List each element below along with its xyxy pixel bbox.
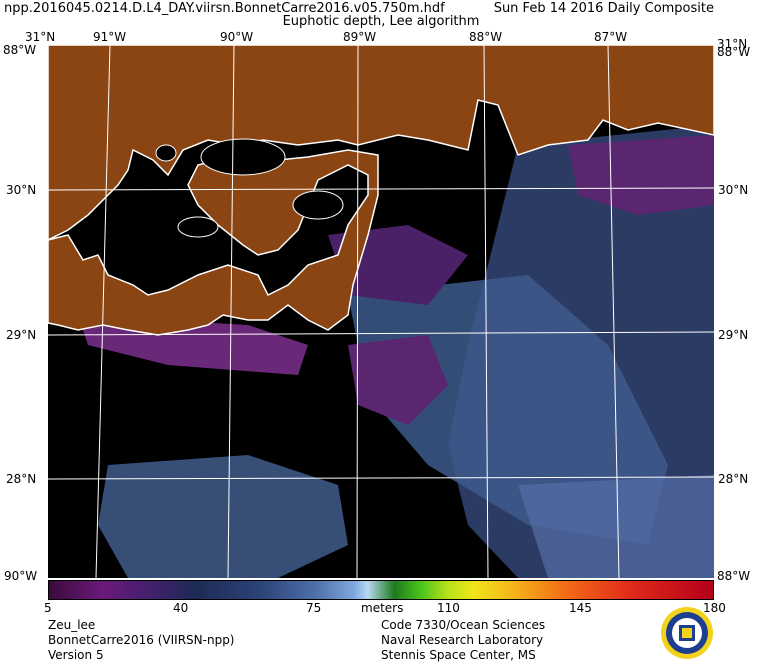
corner-lon-bottom-right: 88°W bbox=[717, 569, 751, 583]
euphotic-depth-map bbox=[48, 45, 714, 578]
filename-title: npp.2016045.0214.D.L4_DAY.viirsn.BonnetC… bbox=[4, 1, 445, 16]
footer-version: Version 5 bbox=[48, 648, 104, 662]
purple-plume-1 bbox=[568, 135, 714, 215]
colorbar bbox=[48, 580, 714, 600]
colorbar-tick-5: 5 bbox=[44, 601, 52, 615]
footer-lab: Naval Research Laboratory bbox=[381, 633, 544, 647]
product-title: Euphotic depth, Lee algorithm bbox=[282, 14, 480, 29]
lake-west bbox=[177, 216, 219, 238]
lon-label-89: 89°W bbox=[343, 30, 377, 44]
footer-code: Code 7330/Ocean Sciences bbox=[381, 618, 546, 632]
lon-label-90: 90°W bbox=[220, 30, 254, 44]
water-patch-southeast bbox=[518, 475, 714, 578]
lat-right-29: 29°N bbox=[718, 328, 749, 342]
date-title: Sun Feb 14 2016 Daily Composite bbox=[493, 1, 714, 16]
lake-pontchartrain bbox=[200, 138, 286, 176]
corner-lon-top-right: 88°W bbox=[717, 45, 751, 59]
lon-label-88: 88°W bbox=[469, 30, 503, 44]
colorbar-tick-110: 110 bbox=[437, 601, 460, 615]
colorbar-tick-75: 75 bbox=[306, 601, 322, 615]
colorbar-tick-40: 40 bbox=[173, 601, 189, 615]
colorbar-tick-145: 145 bbox=[569, 601, 592, 615]
lake-borgne bbox=[292, 190, 344, 220]
corner-lon-top-left: 88°W bbox=[3, 43, 37, 57]
lake-small bbox=[155, 144, 177, 162]
lat-left-29: 29°N bbox=[6, 328, 37, 342]
lat-right-30: 30°N bbox=[718, 183, 749, 197]
graticule bbox=[48, 45, 714, 578]
lat-right-28: 28°N bbox=[718, 472, 749, 486]
colorbar-unit: meters bbox=[361, 601, 404, 615]
corner-lat-top-right: 31°N bbox=[717, 37, 748, 51]
lon-label-91: 91°W bbox=[93, 30, 127, 44]
lat-left-28: 28°N bbox=[6, 472, 37, 486]
footer-location: Stennis Space Center, MS bbox=[381, 648, 536, 662]
lat-left-30: 30°N bbox=[6, 183, 37, 197]
land-mass bbox=[48, 45, 714, 336]
corner-lat-top-left: 31°N bbox=[25, 30, 56, 44]
lon-label-87: 87°W bbox=[594, 30, 628, 44]
water-patch-south bbox=[98, 455, 348, 578]
footer-product-code: Zeu_lee bbox=[48, 618, 96, 632]
colorbar-tick-180: 180 bbox=[703, 601, 726, 615]
footer-dataset: BonnetCarre2016 (VIIRSN-npp) bbox=[48, 633, 235, 647]
corner-lon-bottom-left: 90°W bbox=[4, 569, 38, 583]
purple-plume-3 bbox=[348, 335, 448, 425]
map-image bbox=[48, 45, 714, 578]
nrl-seal-icon bbox=[661, 607, 713, 659]
